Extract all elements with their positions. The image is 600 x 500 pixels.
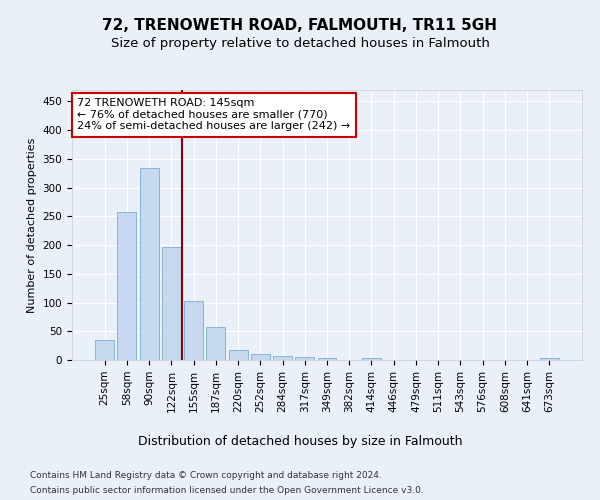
Bar xyxy=(206,328,225,360)
Text: 72 TRENOWETH ROAD: 145sqm
← 76% of detached houses are smaller (770)
24% of semi: 72 TRENOWETH ROAD: 145sqm ← 76% of detac… xyxy=(77,98,350,132)
Text: Size of property relative to detached houses in Falmouth: Size of property relative to detached ho… xyxy=(110,38,490,51)
Bar xyxy=(362,358,381,360)
Bar xyxy=(140,168,158,360)
Bar xyxy=(229,350,248,360)
Bar xyxy=(295,357,314,360)
Bar xyxy=(184,301,203,360)
Text: Contains public sector information licensed under the Open Government Licence v3: Contains public sector information licen… xyxy=(30,486,424,495)
Text: 72, TRENOWETH ROAD, FALMOUTH, TR11 5GH: 72, TRENOWETH ROAD, FALMOUTH, TR11 5GH xyxy=(103,18,497,32)
Text: Contains HM Land Registry data © Crown copyright and database right 2024.: Contains HM Land Registry data © Crown c… xyxy=(30,471,382,480)
Text: Distribution of detached houses by size in Falmouth: Distribution of detached houses by size … xyxy=(138,435,462,448)
Bar xyxy=(162,247,181,360)
Bar xyxy=(317,358,337,360)
Bar xyxy=(540,358,559,360)
Bar xyxy=(251,354,270,360)
Bar xyxy=(273,356,292,360)
Bar xyxy=(95,340,114,360)
Bar xyxy=(118,212,136,360)
Y-axis label: Number of detached properties: Number of detached properties xyxy=(27,138,37,312)
